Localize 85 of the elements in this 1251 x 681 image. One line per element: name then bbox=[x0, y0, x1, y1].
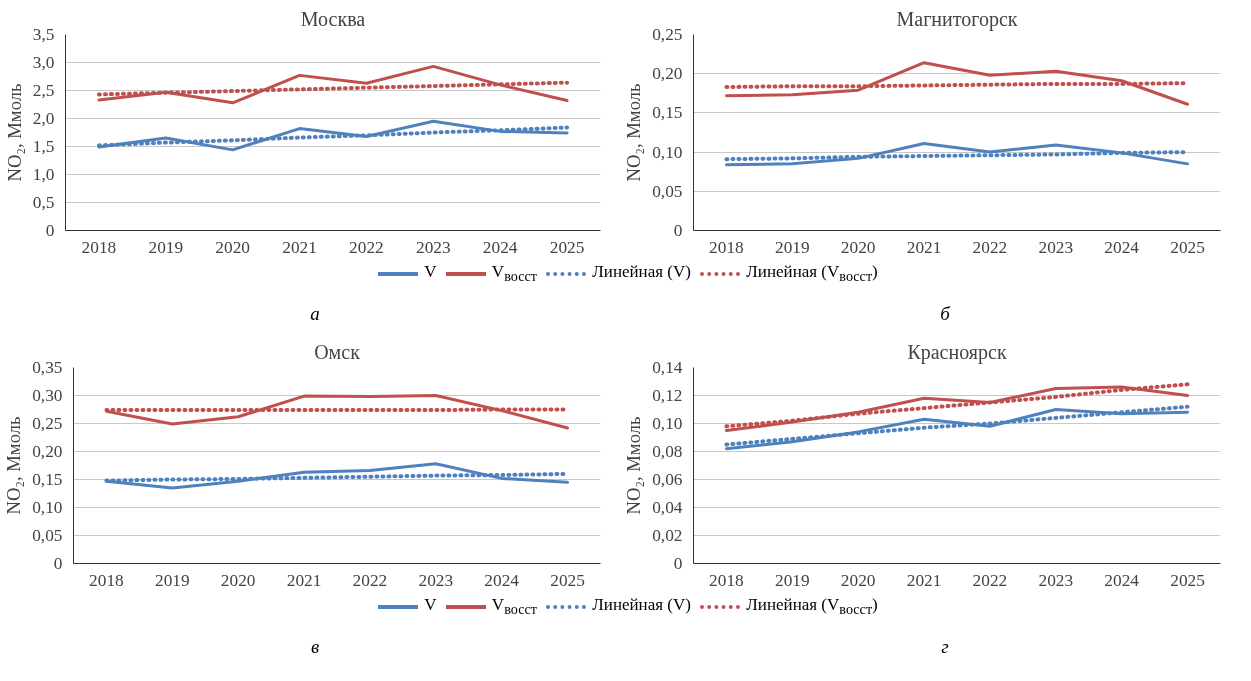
chart-title: Магнитогорск bbox=[896, 7, 1018, 31]
y-tick-label: 2,5 bbox=[32, 81, 55, 100]
line-series bbox=[724, 61, 1190, 106]
y-tick-label: 0,04 bbox=[652, 498, 683, 517]
x-tick-label: 2018 bbox=[709, 237, 744, 257]
line-series bbox=[724, 141, 1190, 167]
x-tick-label: 2023 bbox=[415, 237, 451, 257]
y-tick-label: 1,0 bbox=[32, 165, 55, 184]
x-tick-label: 2021 bbox=[906, 570, 942, 590]
x-tick-label: 2022 bbox=[972, 570, 1008, 590]
x-tick-label: 2023 bbox=[1038, 570, 1074, 590]
x-tick-label: 2020 bbox=[215, 237, 251, 257]
legend-label: Линейная (V$_{восст}$) bbox=[746, 262, 878, 285]
x-tick-label: 2019 bbox=[154, 570, 190, 590]
y-tick-label: 0 bbox=[673, 554, 683, 573]
x-tick-label: 2022 bbox=[972, 237, 1008, 257]
x-tick-label: 2019 bbox=[774, 237, 810, 257]
legend-label: V bbox=[424, 262, 437, 281]
x-tick-label: 2018 bbox=[81, 237, 117, 257]
y-tick-label: 0,08 bbox=[652, 442, 683, 461]
legend-label: V$_{восст}$ bbox=[491, 595, 537, 618]
x-tick-label: 2022 bbox=[349, 237, 384, 257]
chart-title: Москва bbox=[300, 7, 366, 30]
y-axis-title: NO₂, Ммоль bbox=[623, 83, 645, 182]
y-tick-label: 0,15 bbox=[32, 470, 63, 489]
x-tick-label: 2025 bbox=[1170, 237, 1205, 257]
text: г bbox=[940, 635, 950, 659]
y-tick-label: 0,10 bbox=[652, 414, 683, 433]
x-tick-label: 2022 bbox=[352, 570, 388, 590]
legend-label: Линейная (V$_{восст}$) bbox=[746, 595, 878, 618]
chart-title: Красноярск bbox=[907, 340, 1007, 364]
x-tick-label: 2018 bbox=[709, 570, 744, 590]
text: в bbox=[309, 635, 321, 659]
legend-label: Линейная (V) bbox=[592, 595, 691, 614]
y-tick-label: 0,05 bbox=[652, 181, 683, 201]
x-tick-label: 2020 bbox=[840, 570, 876, 590]
x-tick-label: 2021 bbox=[286, 570, 322, 590]
y-tick-label: 0,25 bbox=[32, 414, 63, 433]
y-tick-label: 0,30 bbox=[32, 386, 63, 405]
legend-label: Линейная (V) bbox=[592, 262, 691, 281]
x-tick-label: 2025 bbox=[550, 570, 585, 590]
y-tick-label: 0,12 bbox=[652, 386, 683, 405]
chart-title: Омск bbox=[314, 340, 361, 363]
x-tick-label: 2021 bbox=[282, 237, 317, 257]
y-tick-label: 0,35 bbox=[32, 358, 63, 377]
y-tick-label: 0,02 bbox=[652, 526, 683, 545]
text: а bbox=[309, 302, 321, 326]
y-tick-label: 0 bbox=[53, 554, 63, 573]
text: б bbox=[939, 302, 952, 326]
y-tick-label: 0,14 bbox=[652, 358, 683, 377]
y-tick-label: 0 bbox=[45, 221, 55, 240]
y-tick-label: 3,5 bbox=[32, 25, 55, 44]
y-tick-label: 2,0 bbox=[32, 109, 55, 128]
y-tick-label: 0,15 bbox=[652, 103, 683, 123]
y-tick-label: 0,20 bbox=[32, 442, 63, 461]
x-tick-label: 2020 bbox=[840, 237, 876, 257]
x-tick-label: 2024 bbox=[1104, 570, 1140, 590]
y-tick-label: 0 bbox=[673, 221, 683, 240]
y-tick-label: 0,10 bbox=[652, 142, 683, 162]
x-tick-label: 2021 bbox=[906, 237, 942, 257]
y-tick-label: 0,10 bbox=[32, 498, 63, 517]
legend-label: V$_{восст}$ bbox=[491, 262, 537, 285]
y-axis-title: NO₂, Ммоль bbox=[623, 416, 645, 515]
y-axis-title: NO₂, Ммоль bbox=[3, 416, 25, 515]
x-tick-label: 2019 bbox=[774, 570, 810, 590]
y-tick-label: 3,0 bbox=[32, 53, 55, 72]
x-tick-label: 2024 bbox=[482, 237, 518, 257]
x-tick-label: 2023 bbox=[1038, 237, 1074, 257]
y-tick-label: 1,5 bbox=[32, 137, 55, 156]
legend-label: V bbox=[424, 595, 437, 614]
y-tick-label: 0,06 bbox=[652, 470, 683, 489]
x-tick-label: 2024 bbox=[484, 570, 520, 590]
x-tick-label: 2018 bbox=[89, 570, 124, 590]
y-axis-title: NO₂, Ммоль bbox=[3, 83, 25, 182]
x-tick-label: 2019 bbox=[148, 237, 184, 257]
y-tick-label: 0,5 bbox=[32, 193, 55, 212]
y-tick-label: 0,20 bbox=[652, 64, 683, 84]
y-tick-label: 0,05 bbox=[32, 526, 63, 545]
x-tick-label: 2024 bbox=[1104, 237, 1140, 257]
x-tick-label: 2023 bbox=[418, 570, 454, 590]
line-series bbox=[97, 64, 569, 105]
y-tick-label: 0,25 bbox=[652, 25, 683, 44]
x-tick-label: 2025 bbox=[1170, 570, 1205, 590]
x-tick-label: 2025 bbox=[549, 237, 585, 257]
x-tick-label: 2020 bbox=[220, 570, 256, 590]
